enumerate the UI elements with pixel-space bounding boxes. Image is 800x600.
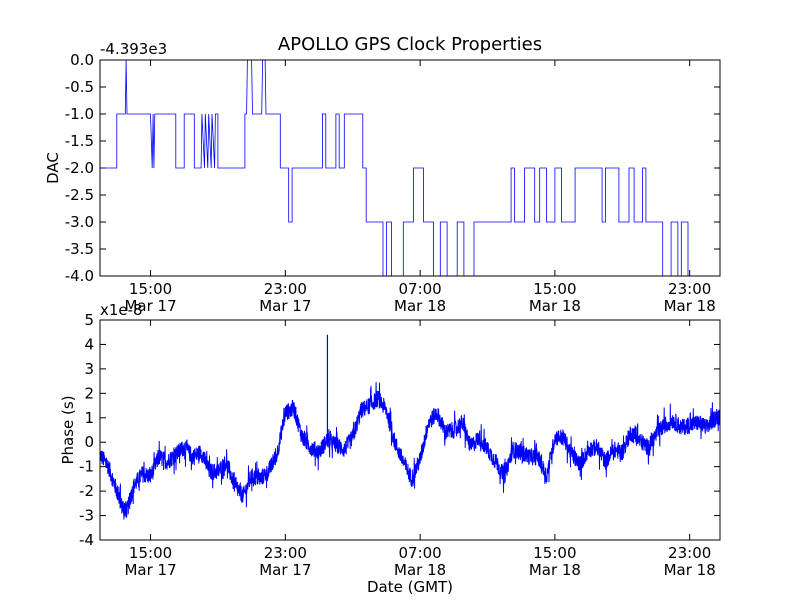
dac-chart: APOLLO GPS Clock Properties -4.393e3 DAC… [44,34,721,315]
dac-x-tick-date: Mar 18 [529,297,581,315]
dac-x-tick-time: 07:00 [398,280,441,298]
phase-x-tick-date: Mar 17 [124,561,176,579]
phase-plot-frame [99,319,721,541]
phase-y-tick-label: 3 [84,360,94,378]
dac-series-line [100,60,720,276]
dac-y-axis-label: DAC [44,152,62,184]
phase-series [100,334,720,520]
phase-x-tick-date: Mar 17 [259,561,311,579]
phase-x-tick-date: Mar 18 [529,561,581,579]
dac-x-tick-date: Mar 17 [124,297,176,315]
dac-x-tick-date: Mar 18 [664,297,716,315]
dac-y-tick-label: -2.5 [65,186,94,204]
phase-y-tick-label: 4 [84,335,94,353]
phase-x-tick-date: Mar 18 [664,561,716,579]
phase-x-tick-time: 23:00 [264,544,307,562]
phase-y-tick-label: 2 [84,384,94,402]
phase-x-tick-time: 23:00 [668,544,711,562]
phase-x-tick-time: 15:00 [533,544,576,562]
dac-x-tick-time: 15:00 [129,280,172,298]
dac-x-tick-time: 15:00 [533,280,576,298]
phase-y-ticks: 5 4 3 2 1 0 -1 -2 -3 -4 [79,311,720,549]
dac-y-tick-label: 0.0 [70,51,94,69]
dac-series [100,60,720,276]
chart-title: APOLLO GPS Clock Properties [278,34,542,55]
phase-chart: x1e-8 Phase (s) Date (GMT) 5 4 3 2 1 0 -1 -2 -3 -… [59,301,721,596]
dac-x-tick-time: 23:00 [264,280,307,298]
dac-y-tick-label: -3.0 [65,213,94,231]
dac-y-tick-label: -0.5 [65,78,94,96]
phase-y-tick-label: -3 [79,507,94,525]
dac-offset-text: -4.393e3 [100,40,167,58]
dac-plot-frame [99,59,721,277]
phase-y-tick-label: 1 [84,409,94,427]
phase-y-tick-label: 5 [84,311,94,329]
phase-y-tick-label: -4 [79,531,94,549]
dac-x-tick-date: Mar 17 [259,297,311,315]
dac-x-tick-date: Mar 18 [394,297,446,315]
phase-y-axis-label: Phase (s) [59,395,77,464]
dac-y-tick-label: -3.5 [65,240,94,258]
phase-x-tick-time: 07:00 [398,544,441,562]
dac-y-tick-label: -4.0 [65,267,94,285]
phase-offset-text: x1e-8 [100,301,143,319]
dac-x-tick-time: 23:00 [668,280,711,298]
dac-y-tick-label: -1.0 [65,105,94,123]
dac-y-tick-label: -1.5 [65,132,94,150]
phase-y-tick-label: 0 [84,433,94,451]
dac-y-tick-label: -2.0 [65,159,94,177]
phase-x-axis-label: Date (GMT) [367,578,453,596]
phase-y-tick-label: -2 [79,482,94,500]
phase-x-tick-time: 15:00 [129,544,172,562]
phase-series-line [100,382,720,520]
phase-x-tick-date: Mar 18 [394,561,446,579]
phase-y-tick-label: -1 [79,458,94,476]
